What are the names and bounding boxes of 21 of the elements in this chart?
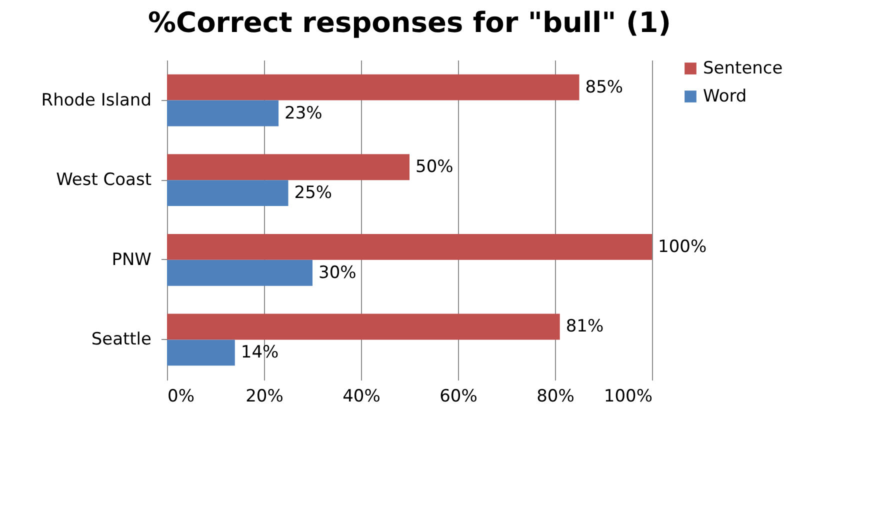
y-tick-label: Seattle	[91, 330, 152, 350]
y-tick-label: PNW	[112, 250, 152, 270]
y-tick-label: Rhode Island	[41, 90, 152, 110]
data-label: 50%	[416, 157, 454, 178]
x-tick-label: 100%	[604, 386, 652, 406]
data-label: 14%	[240, 342, 279, 363]
data-label: 100%	[658, 236, 707, 257]
legend-label: Word	[703, 86, 747, 106]
x-tick-label: 40%	[342, 386, 380, 406]
x-tick-label: 0%	[168, 386, 194, 406]
x-tick-label: 20%	[246, 386, 284, 406]
x-tick-label: 60%	[440, 386, 478, 406]
data-label: 81%	[566, 316, 604, 337]
y-tick-label: West Coast	[56, 170, 152, 190]
legend-label: Sentence	[703, 58, 783, 78]
data-label: 85%	[585, 77, 624, 98]
data-label: 30%	[318, 262, 356, 283]
chart-title: %Correct responses for "bull" (1)	[148, 6, 672, 39]
data-label: 25%	[294, 183, 332, 204]
x-tick-label: 80%	[536, 386, 574, 406]
data-label: 23%	[284, 103, 322, 124]
